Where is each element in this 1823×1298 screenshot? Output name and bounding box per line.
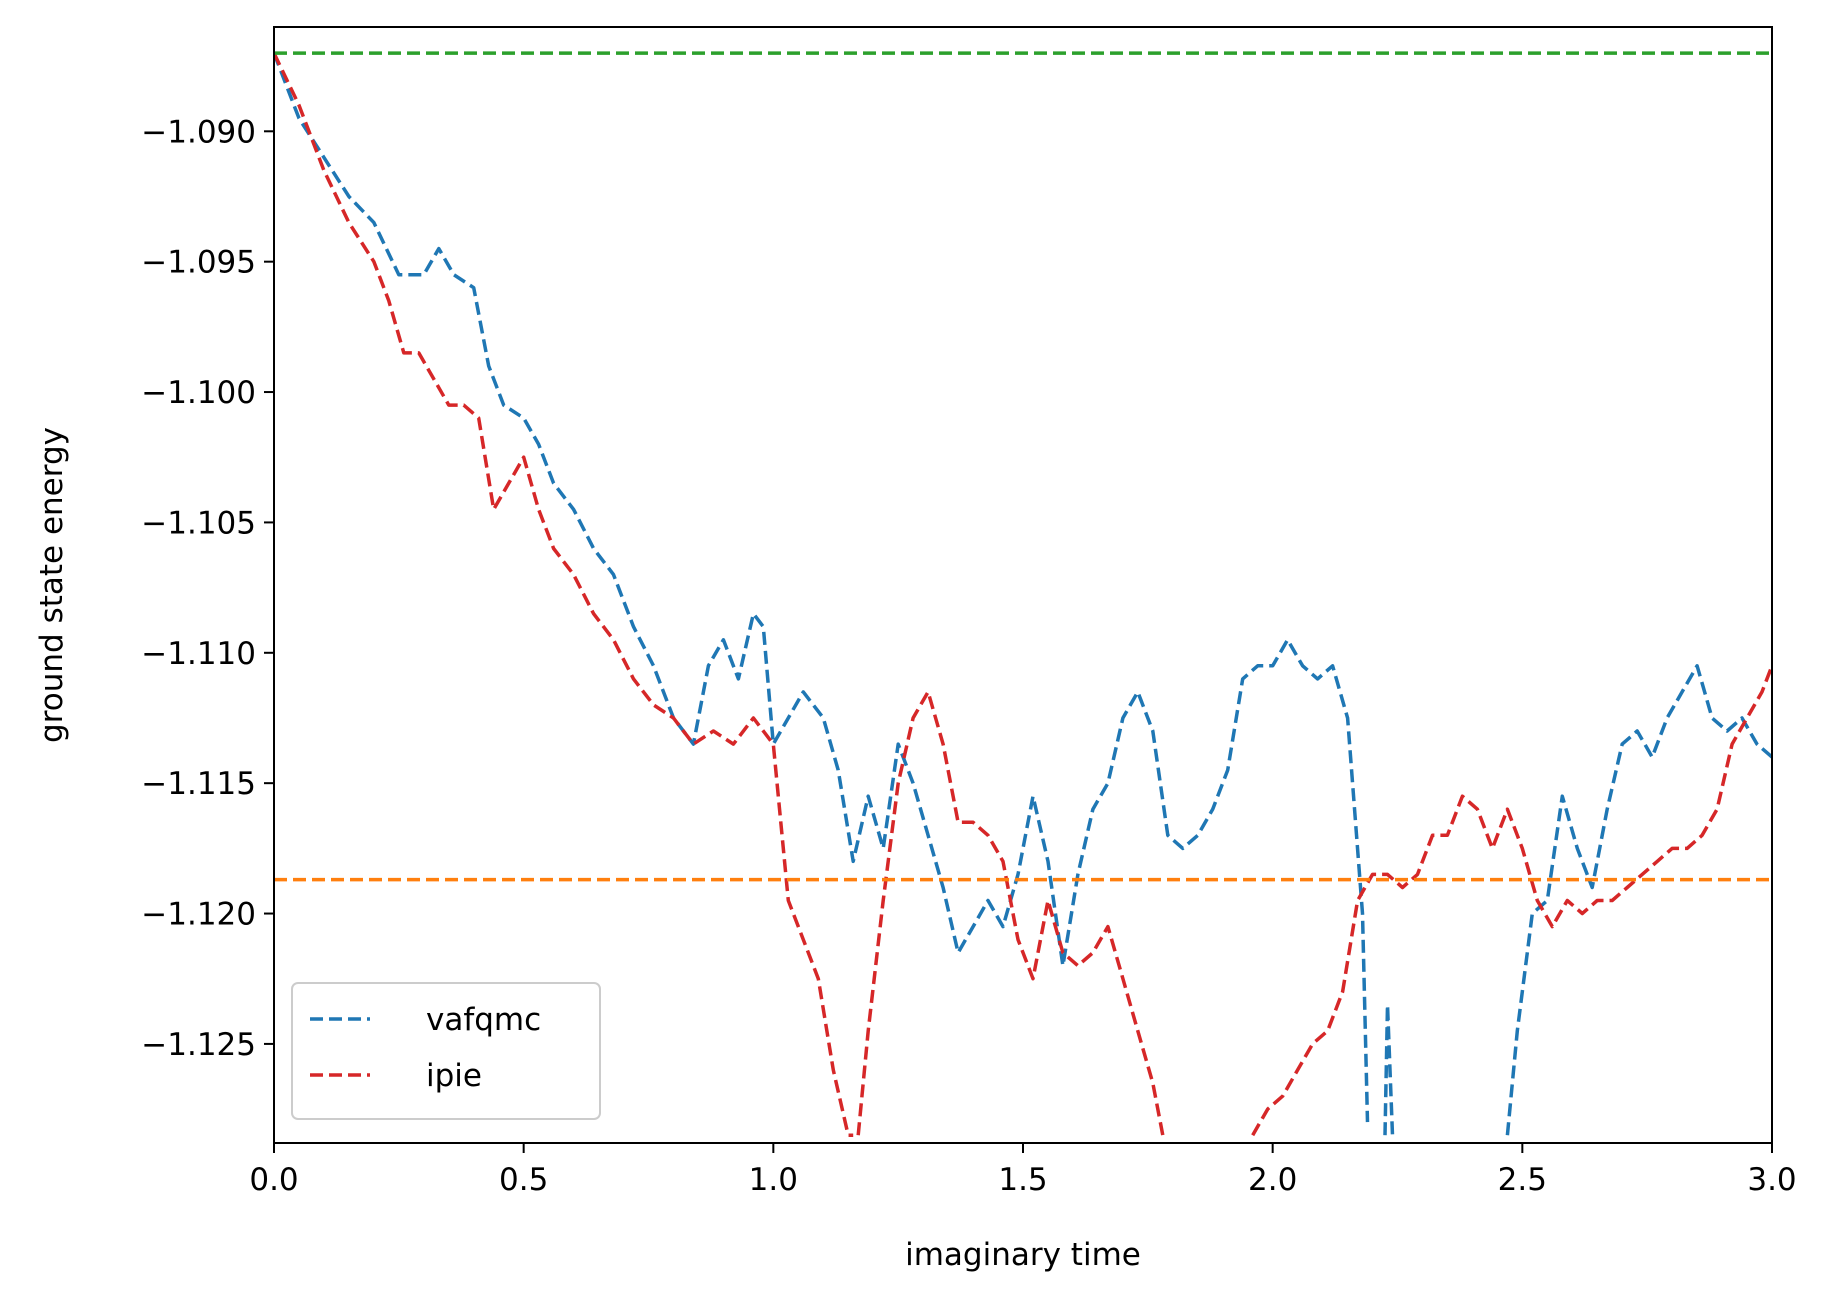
plot-area-frame (273, 26, 1773, 1144)
legend: vafqmc ipie (291, 982, 601, 1120)
series-line-ipie (274, 52, 854, 1137)
y-tick-label: −1.090 (141, 114, 256, 150)
series-line-vafqmc (274, 52, 1370, 1123)
y-axis-label: ground state energy (34, 427, 70, 743)
y-tick-label: −1.100 (141, 375, 256, 411)
series-layer (274, 51, 1772, 1137)
y-axis: −1.090 −1.095 −1.100 −1.105 −1.110 −1.115 −1.1… (141, 114, 274, 1063)
legend-label-ipie: ipie (426, 1058, 482, 1094)
y-tick-label: −1.095 (141, 245, 256, 281)
series-line-ipie (1251, 665, 1772, 1137)
series-line-vafqmc (1383, 1003, 1395, 1136)
legend-label-vafqmc: vafqmc (426, 1002, 541, 1038)
y-tick-label: −1.120 (141, 897, 256, 933)
series-line-ipie (856, 690, 1165, 1136)
x-tick-label: 1.5 (998, 1162, 1047, 1198)
x-tick-label: 0.0 (249, 1162, 298, 1198)
x-axis: 0.0 0.5 1.0 1.5 2.0 2.5 3.0 (249, 1143, 1797, 1198)
x-axis-label: imaginary time (905, 1237, 1141, 1273)
x-tick-label: 0.5 (499, 1162, 548, 1198)
legend-box (291, 982, 601, 1120)
x-tick-label: 1.0 (749, 1162, 798, 1198)
x-tick-label: 2.0 (1248, 1162, 1297, 1198)
y-tick-label: −1.125 (141, 1027, 256, 1063)
x-tick-label: 3.0 (1747, 1162, 1796, 1198)
series-line-vafqmc (1505, 664, 1772, 1136)
y-tick-label: −1.105 (141, 505, 256, 541)
x-tick-label: 2.5 (1498, 1162, 1547, 1198)
y-tick-label: −1.115 (141, 766, 256, 802)
y-tick-label: −1.110 (141, 636, 256, 672)
